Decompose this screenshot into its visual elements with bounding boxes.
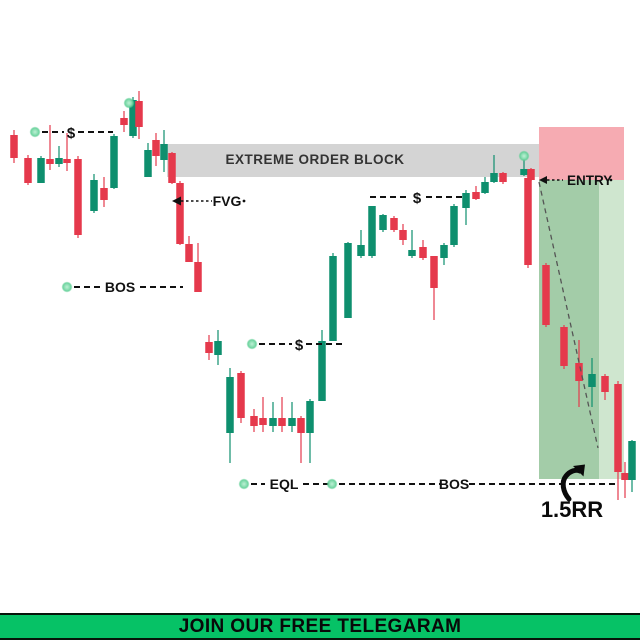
svg-text:BOS: BOS <box>105 279 135 295</box>
svg-text:BOS: BOS <box>439 476 469 492</box>
svg-text:$: $ <box>295 337 304 354</box>
svg-text:$: $ <box>67 125 76 142</box>
svg-text:EXTREME ORDER BLOCK: EXTREME ORDER BLOCK <box>225 152 404 167</box>
svg-text:1.5RR: 1.5RR <box>541 497 603 522</box>
svg-text:$: $ <box>413 190 422 207</box>
svg-text:FVG: FVG <box>213 193 242 209</box>
svg-text:EQL: EQL <box>270 476 299 492</box>
svg-text:ENTRY: ENTRY <box>567 173 612 188</box>
